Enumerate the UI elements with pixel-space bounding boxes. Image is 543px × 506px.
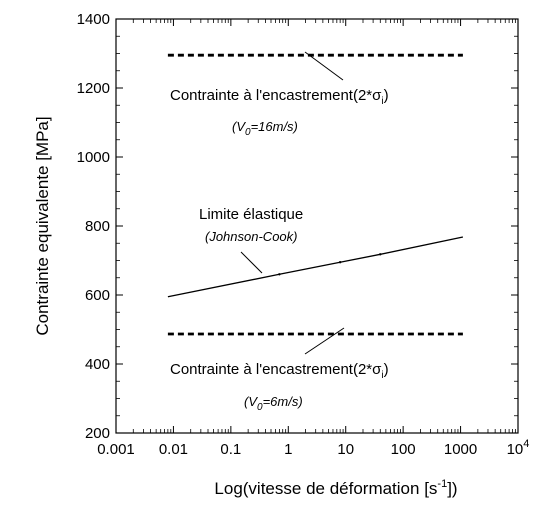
annotation-lower-pointer [304, 327, 345, 355]
annotation-upper-text-end: ) [384, 87, 389, 104]
annotation-lower-sublabel: (V0=6m/s) [244, 394, 303, 413]
solid-series-line [167, 236, 464, 298]
annotation-upper: Contrainte à l'encastrement(2*σi) (V0=16… [170, 51, 389, 138]
y-tick-label: 1200 [77, 80, 110, 97]
annotation-lower-sub-sub: 0 [257, 402, 263, 413]
data-point [379, 253, 382, 256]
y-tick-label: 600 [85, 287, 110, 304]
x-tick-label-sup: 4 [523, 438, 529, 450]
x-tick-label: 1 [284, 441, 292, 458]
annotation-upper-sub-post: =16m/s) [251, 119, 298, 134]
x-tick-label-text: 10 [507, 441, 524, 458]
x-tick-label: 104 [507, 438, 530, 458]
x-axis-title-end: ]) [447, 479, 457, 498]
x-tick-label-text: 0.01 [159, 441, 188, 458]
y-tick-label: 200 [85, 425, 110, 442]
y-tick-label: 400 [85, 356, 110, 373]
annotation-upper-label: Contrainte à l'encastrement(2*σi) [170, 87, 389, 107]
annotation-solid-sublabel: (Johnson-Cook) [205, 229, 298, 244]
x-tick-label: 10 [337, 441, 354, 458]
data-point [278, 273, 281, 276]
axis-ticks [115, 18, 519, 434]
y-tick-label: 1000 [77, 149, 110, 166]
data-series [167, 53, 464, 336]
annotation-solid: Limite élastique (Johnson-Cook) [199, 206, 303, 274]
annotation-upper-pointer [304, 51, 344, 81]
x-axis-title-main: Log(vitesse de déformation [s [214, 479, 437, 498]
annotation-solid-pointer [240, 251, 263, 274]
annotation-upper-text-sub: i [381, 96, 383, 107]
x-tick-label: 100 [391, 441, 416, 458]
x-tick-label-text: 10 [337, 441, 354, 458]
x-tick-label-text: 100 [391, 441, 416, 458]
y-tick-label: 1400 [77, 11, 110, 28]
annotation-solid-label: Limite élastique [199, 206, 303, 223]
x-tick-label-text: 0.1 [220, 441, 241, 458]
annotation-lower-text-sub: i [381, 370, 383, 381]
annotation-lower-text-end: ) [384, 361, 389, 378]
annotation-upper-sub-sub: 0 [245, 127, 251, 138]
x-tick-label-text: 1000 [444, 441, 477, 458]
annotation-lower-sub-pre: (V [244, 394, 258, 409]
x-tick-label: 0.001 [97, 441, 135, 458]
annotation-upper-sub-pre: (V [232, 119, 246, 134]
x-tick-label: 1000 [444, 441, 477, 458]
x-axis-title-sup: -1 [437, 478, 447, 490]
annotation-upper-text: Contrainte à l'encastrement(2*σ [170, 87, 382, 104]
annotation-upper-sublabel: (V0=16m/s) [232, 119, 298, 138]
y-axis-title: Contrainte equivalente [MPa] [33, 116, 52, 335]
x-tick-label: 0.1 [220, 441, 241, 458]
annotation-lower-sub-post: =6m/s) [263, 394, 303, 409]
x-axis-title: Log(vitesse de déformation [s-1]) [214, 478, 457, 498]
annotation-lower-text: Contrainte à l'encastrement(2*σ [170, 361, 382, 378]
annotation-lower: Contrainte à l'encastrement(2*σi) (V0=6m… [170, 327, 389, 413]
x-tick-label-text: 1 [284, 441, 292, 458]
x-tick-label: 0.01 [159, 441, 188, 458]
data-point [338, 261, 342, 264]
axis-tick-labels: 0.001 0.01 0.1 1 10 100 1000 104200400600800100… [77, 11, 530, 458]
annotation-lower-label: Contrainte à l'encastrement(2*σi) [170, 361, 389, 381]
y-tick-label: 800 [85, 218, 110, 235]
x-tick-label-text: 0.001 [97, 441, 135, 458]
